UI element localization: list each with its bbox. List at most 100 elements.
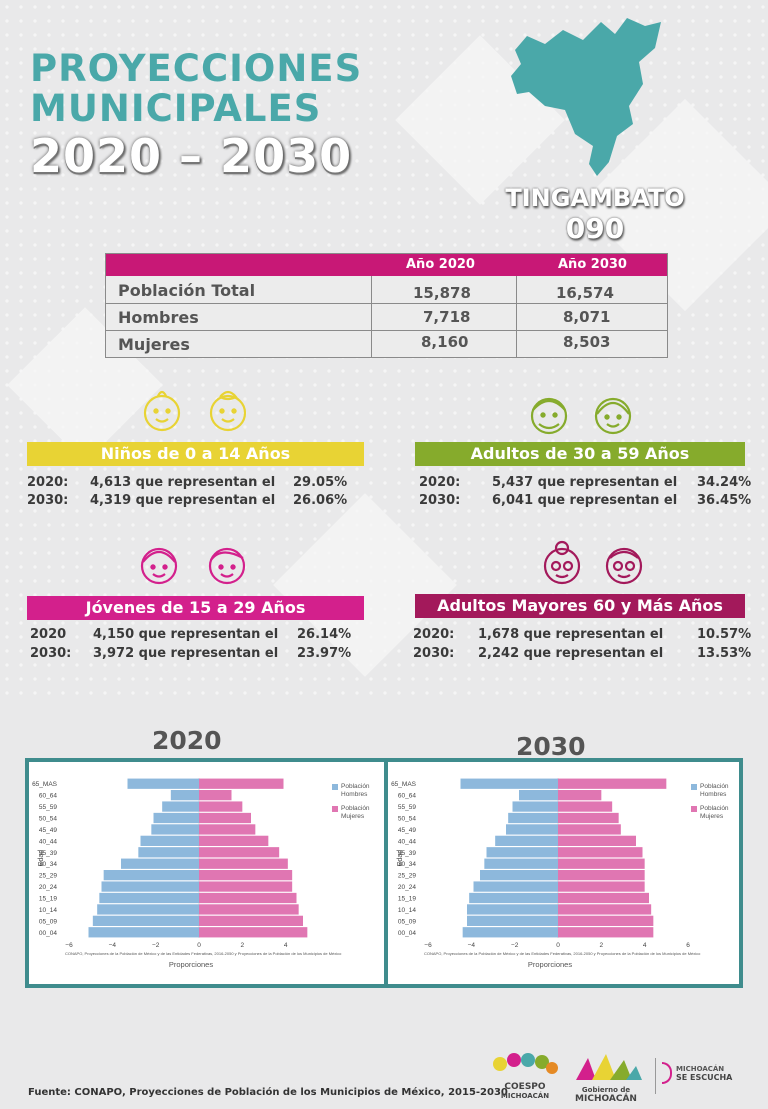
gobierno-logo-icon [576,1054,642,1080]
y-tick-label: 25_29 [398,873,416,880]
y-tick-label: 15_19 [398,896,416,903]
bar-mujeres [558,801,613,812]
bar-mujeres [558,835,636,846]
banner-adultos: Adultos de 30 a 59 Años [415,442,745,466]
bar-mujeres [199,892,297,904]
mayores-2020-year: 2020: [413,627,455,642]
x-tick-label: 2 [600,942,604,949]
y-tick-label: 60_64 [398,793,416,800]
mayores-2020-text: 1,678 que representan el [478,627,664,642]
bar-mujeres [558,812,619,824]
adultos-2030-text: 6,041 que representan el [492,493,678,508]
bar-hombres [462,927,558,938]
ninos-2030-text: 4,319 que representan el [90,493,276,508]
gobierno-logo: Gobierno de MICHOACÁN [566,1052,646,1104]
bar-mujeres [558,824,621,835]
x-tick-label: −6 [424,942,432,949]
bar-hombres [121,858,199,869]
column-divider [516,276,517,358]
jovenes-2020-pct: 26.14% [297,627,352,642]
bar-mujeres [199,927,308,938]
se-escucha-label: SE ESCUCHA [676,1072,733,1082]
adultos-2020-pct: 34.24% [697,475,752,490]
gobierno-logo-line1: Gobierno de [581,1086,631,1094]
jovenes-2030-text: 3,972 que representan el [93,646,279,661]
ninos-2030-year: 2030: [27,493,69,508]
y-axis-label: Edad [38,850,45,866]
coespo-logo: COESPO MICHOACÁN [490,1050,560,1100]
mayores-2030-pct: 13.53% [697,646,752,661]
coespo-logo-icon [493,1053,558,1074]
bar-mujeres [199,904,299,915]
mayores-2030-year: 2030: [413,646,455,661]
banner-ninos: Niños de 0 a 14 Años [27,442,364,466]
y-tick-label: 00_04 [398,930,416,937]
x-tick-label: 4 [643,942,647,949]
municipality-code: 090 [565,212,625,245]
x-tick-label: −6 [65,942,73,949]
y-tick-label: 40_44 [398,838,416,845]
bar-mujeres [199,778,284,789]
adultos-2020-year: 2020: [419,475,461,490]
y-tick-label: 60_64 [39,793,57,800]
bar-hombres [519,790,558,801]
x-tick-label: 2 [241,942,245,949]
bar-mujeres [558,790,602,801]
bar-hombres [88,927,199,938]
bar-hombres [467,904,558,915]
pyramid-chart-2030: 00_04 05_09 10_14 15_19 20_24 25_29 30_34 35_39… [391,778,729,969]
legend-label: Población [700,805,729,812]
y-tick-label: 50_54 [39,816,57,823]
bar-mujeres [558,927,654,938]
bar-hombres [512,801,558,812]
adultos-2020-text: 5,437 que representan el [492,475,678,490]
bar-mujeres [199,915,303,926]
bar-hombres [467,915,558,926]
y-tick-label: 40_44 [39,838,57,845]
coespo-logo-line1: COESPO [504,1082,546,1092]
adultos-2030-pct: 36.45% [697,493,752,508]
bar-mujeres [558,915,654,926]
adultos-2030-year: 2030: [419,493,461,508]
bar-hombres [97,904,199,915]
mayores-2020-pct: 10.57% [697,627,752,642]
legend-swatch-hombres [691,784,697,790]
row-label: Mujeres [118,335,190,354]
ninos-2030-pct: 26.06% [293,493,348,508]
y-tick-label: 65_MAS [32,781,58,788]
youth-faces-icon [140,547,246,585]
ninos-2020-year: 2020: [27,475,69,490]
y-tick-label: 65_MAS [391,781,417,788]
bar-hombres [138,847,199,858]
bar-hombres [92,915,199,926]
x-tick-label: −4 [468,942,476,949]
chart-2020-title: 2020 [152,726,222,755]
footer-divider [655,1058,656,1094]
x-axis-label: Proporciones [169,960,213,969]
y-tick-label: 20_24 [398,884,416,891]
y-tick-label: 05_09 [39,918,57,925]
bar-hombres [469,892,558,904]
y-tick-label: 30_34 [39,861,57,868]
bar-hombres [170,790,199,801]
bar-mujeres [558,892,649,904]
bar-hombres [127,778,199,789]
legend-label: Hombres [700,791,727,798]
legend-label: Mujeres [341,813,365,820]
x-axis-label: Proporciones [528,960,572,969]
banner-jovenes: Jóvenes de 15 a 29 Años [27,596,364,620]
y-tick-label: 55_59 [39,804,57,811]
y-tick-label: 05_09 [398,918,416,925]
source-note: CONAPO, Proyecciones de la Población de … [65,951,342,956]
y-tick-label: 10_14 [398,907,416,914]
bar-mujeres [558,847,643,858]
x-tick-label: −2 [152,942,160,949]
legend-swatch-hombres [332,784,338,790]
bar-hombres [486,847,558,858]
table-row: Mujeres 8,160 8,503 [106,332,667,358]
mayores-2030-text: 2,242 que representan el [478,646,664,661]
jovenes-2020-text: 4,150 que representan el [93,627,279,642]
charts-frame: 00_04 05_09 10_14 15_19 20_24 25_29 30_34 35_39… [25,758,743,988]
bar-hombres [506,824,558,835]
jovenes-2020-year: 2020 [30,627,67,642]
